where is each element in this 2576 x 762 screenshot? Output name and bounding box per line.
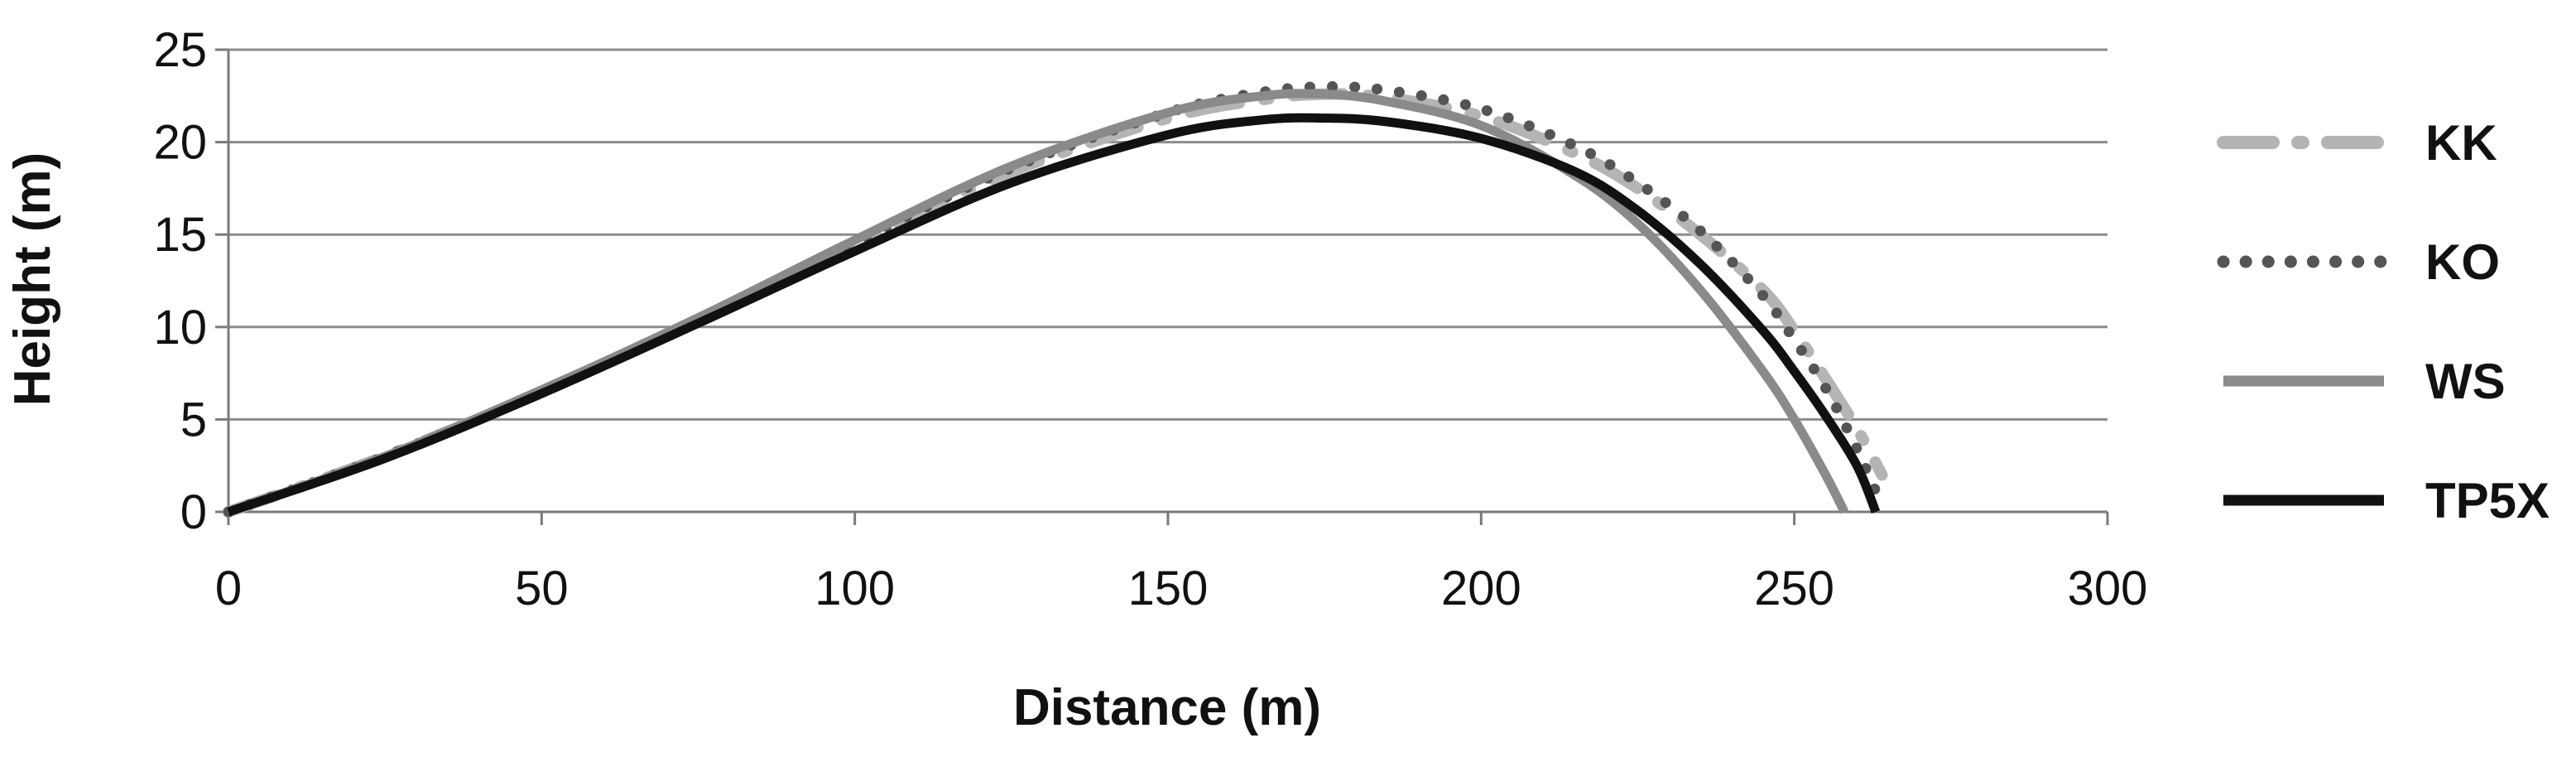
y-tick-label-5: 5 [180,393,207,446]
series-line-tp5x [227,113,1881,517]
x-tick-label-0: 0 [215,562,242,615]
y-tick-label-25: 25 [153,23,207,77]
x-tick-label-50: 50 [515,562,569,615]
series-line-ws [227,89,1849,517]
series-line-kk [223,88,1888,518]
data-series [223,81,1888,518]
legend-label-tp5x: TP5X [2425,473,2550,528]
y-tick-label-0: 0 [180,485,207,539]
legend: KK KO WS TP5X [2217,115,2550,528]
x-tick-label-250: 250 [1754,562,1834,615]
legend-label-kk: KK [2425,115,2497,171]
legend-label-ko: KO [2425,234,2500,290]
legend-label-ws: WS [2425,354,2506,409]
axes [215,48,2109,525]
x-tick-label-300: 300 [2068,562,2148,615]
grid-lines [228,48,2107,421]
y-tick-label-10: 10 [153,301,207,354]
x-axis-title: Distance (m) [1013,679,1321,736]
x-tick-label-200: 200 [1441,562,1521,615]
x-tick-label-150: 150 [1128,562,1209,615]
x-tick-label-100: 100 [815,562,895,615]
y-axis-title: Height (m) [4,152,61,407]
y-tick-label-15: 15 [153,208,207,262]
y-tick-label-20: 20 [153,116,207,170]
